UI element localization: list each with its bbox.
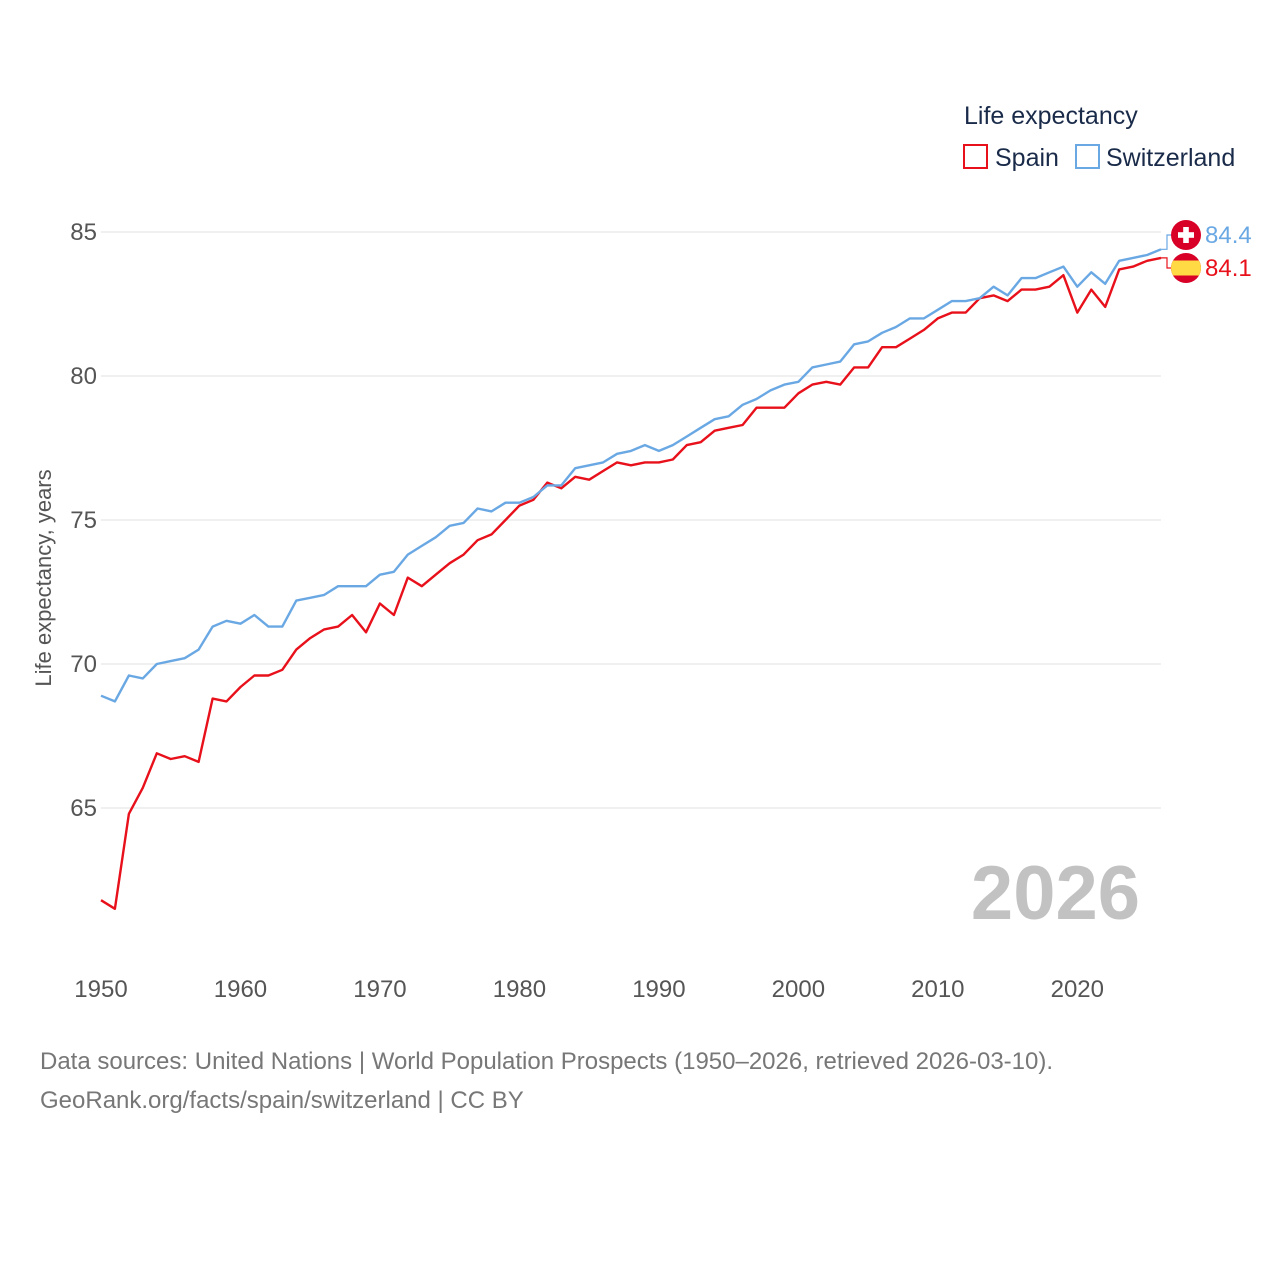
end-connector-switzerland	[1161, 234, 1173, 250]
y-tick-label-70: 70	[70, 651, 97, 678]
source-line-2: GeoRank.org/facts/spain/switzerland | CC…	[40, 1087, 524, 1114]
series-lines	[100, 248, 1162, 910]
x-tick-label-2000: 2000	[772, 976, 825, 1003]
year-watermark: 2026	[971, 851, 1140, 936]
x-tick-label-1970: 1970	[353, 976, 406, 1003]
legend-item-spain[interactable]: Spain	[963, 144, 1059, 172]
end-label-spain: 84.1	[1205, 255, 1252, 282]
legend-label-switzerland: Switzerland	[1106, 144, 1235, 172]
legend-label-spain: Spain	[995, 144, 1059, 172]
legend-item-switzerland[interactable]: Switzerland	[1075, 144, 1235, 172]
y-tick-label-65: 65	[70, 795, 97, 822]
x-tick-label-1990: 1990	[632, 976, 685, 1003]
y-tick-label-85: 85	[70, 219, 97, 246]
spain-flag-icon	[1171, 253, 1201, 283]
gridlines	[101, 231, 1161, 809]
y-tick-label-80: 80	[70, 363, 97, 390]
source-note: Data sources: United Nations | World Pop…	[40, 1042, 1053, 1120]
source-line-1: Data sources: United Nations | World Pop…	[40, 1048, 1054, 1075]
series-line-switzerland	[100, 248, 1162, 703]
end-label-switzerland: 84.4	[1205, 222, 1252, 249]
y-axis-ticks: 65 70 75 80 85	[70, 219, 97, 822]
legend-swatch-spain	[963, 144, 988, 169]
legend-swatch-switzerland	[1075, 144, 1100, 169]
series-line-spain	[100, 256, 1162, 910]
end-connector-spain	[1161, 257, 1173, 269]
switzerland-flag-icon	[1171, 220, 1201, 250]
y-axis-title: Life expectancy, years	[31, 469, 56, 686]
x-tick-label-2020: 2020	[1051, 976, 1104, 1003]
x-tick-label-1950: 1950	[74, 976, 127, 1003]
end-labels: 84.1 84.4	[1161, 220, 1252, 283]
y-tick-label-75: 75	[70, 507, 97, 534]
legend-title: Life expectancy	[964, 102, 1138, 130]
x-tick-label-1960: 1960	[214, 976, 267, 1003]
x-tick-label-1980: 1980	[493, 976, 546, 1003]
x-tick-label-2010: 2010	[911, 976, 964, 1003]
x-axis-ticks: 1950 1960 1970 1980 1990 2000 2010 2020	[74, 976, 1104, 1003]
